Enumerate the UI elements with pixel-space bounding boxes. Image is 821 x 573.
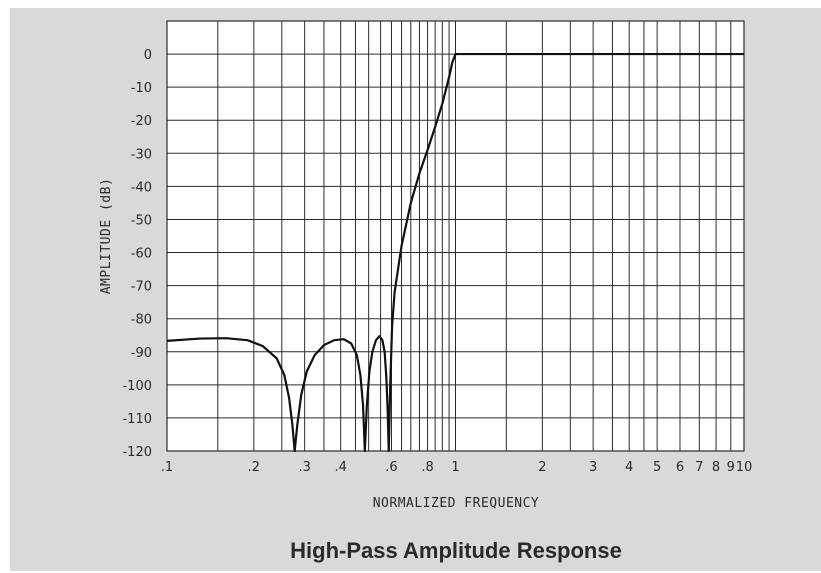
x-tick-label: 3 [589, 460, 597, 475]
x-tick-label: 10 [736, 460, 753, 475]
x-tick-label: 9 [727, 460, 735, 475]
series-group [166, 52, 744, 453]
x-tick-label: 7 [695, 460, 703, 475]
grid-lines [166, 21, 745, 452]
x-tick-label: .4 [334, 460, 346, 475]
x-tick-label: 4 [625, 460, 633, 475]
x-tick-label: 2 [538, 460, 546, 475]
x-tick-label: 5 [653, 460, 661, 475]
y-tick-label: 0 [144, 48, 152, 63]
plot-frame [166, 20, 745, 452]
x-tick-labels: .1 .2 .3 .4 .6 .8 1 2 3 4 5 6 7 8 9 10 [161, 460, 752, 475]
y-tick-label: -120 [122, 445, 152, 460]
x-tick-label: .1 [161, 460, 173, 475]
y-tick-label: -20 [131, 114, 152, 129]
y-tick-labels: 0 -10 -20 -30 -40 -50 -60 -70 -80 -90 -100 -110 -120 [122, 48, 152, 460]
x-tick-label: .8 [421, 460, 433, 475]
x-tick-label: 6 [676, 460, 684, 475]
y-tick-label: -90 [131, 346, 152, 361]
y-axis-title: AMPLITUDE (dB) [99, 178, 114, 295]
y-tick-label: -100 [122, 379, 152, 394]
y-tick-label: -110 [122, 412, 152, 427]
y-tick-label: -10 [131, 81, 152, 96]
y-tick-label: -50 [131, 213, 152, 228]
response-curve [166, 52, 744, 453]
y-tick-label: -60 [131, 247, 152, 262]
x-tick-label: 1 [451, 460, 459, 475]
x-tick-label: .2 [248, 460, 260, 475]
x-tick-label: .3 [298, 460, 310, 475]
y-tick-label: -70 [131, 280, 152, 295]
y-tick-label: -30 [131, 147, 152, 162]
y-tick-label: -80 [131, 313, 152, 328]
chart-title: High-Pass Amplitude Response [290, 538, 622, 563]
x-tick-label: 8 [712, 460, 720, 475]
y-tick-label: -40 [131, 180, 152, 195]
x-tick-label: .6 [385, 460, 397, 475]
x-axis-title: NORMALIZED FREQUENCY [373, 496, 540, 511]
